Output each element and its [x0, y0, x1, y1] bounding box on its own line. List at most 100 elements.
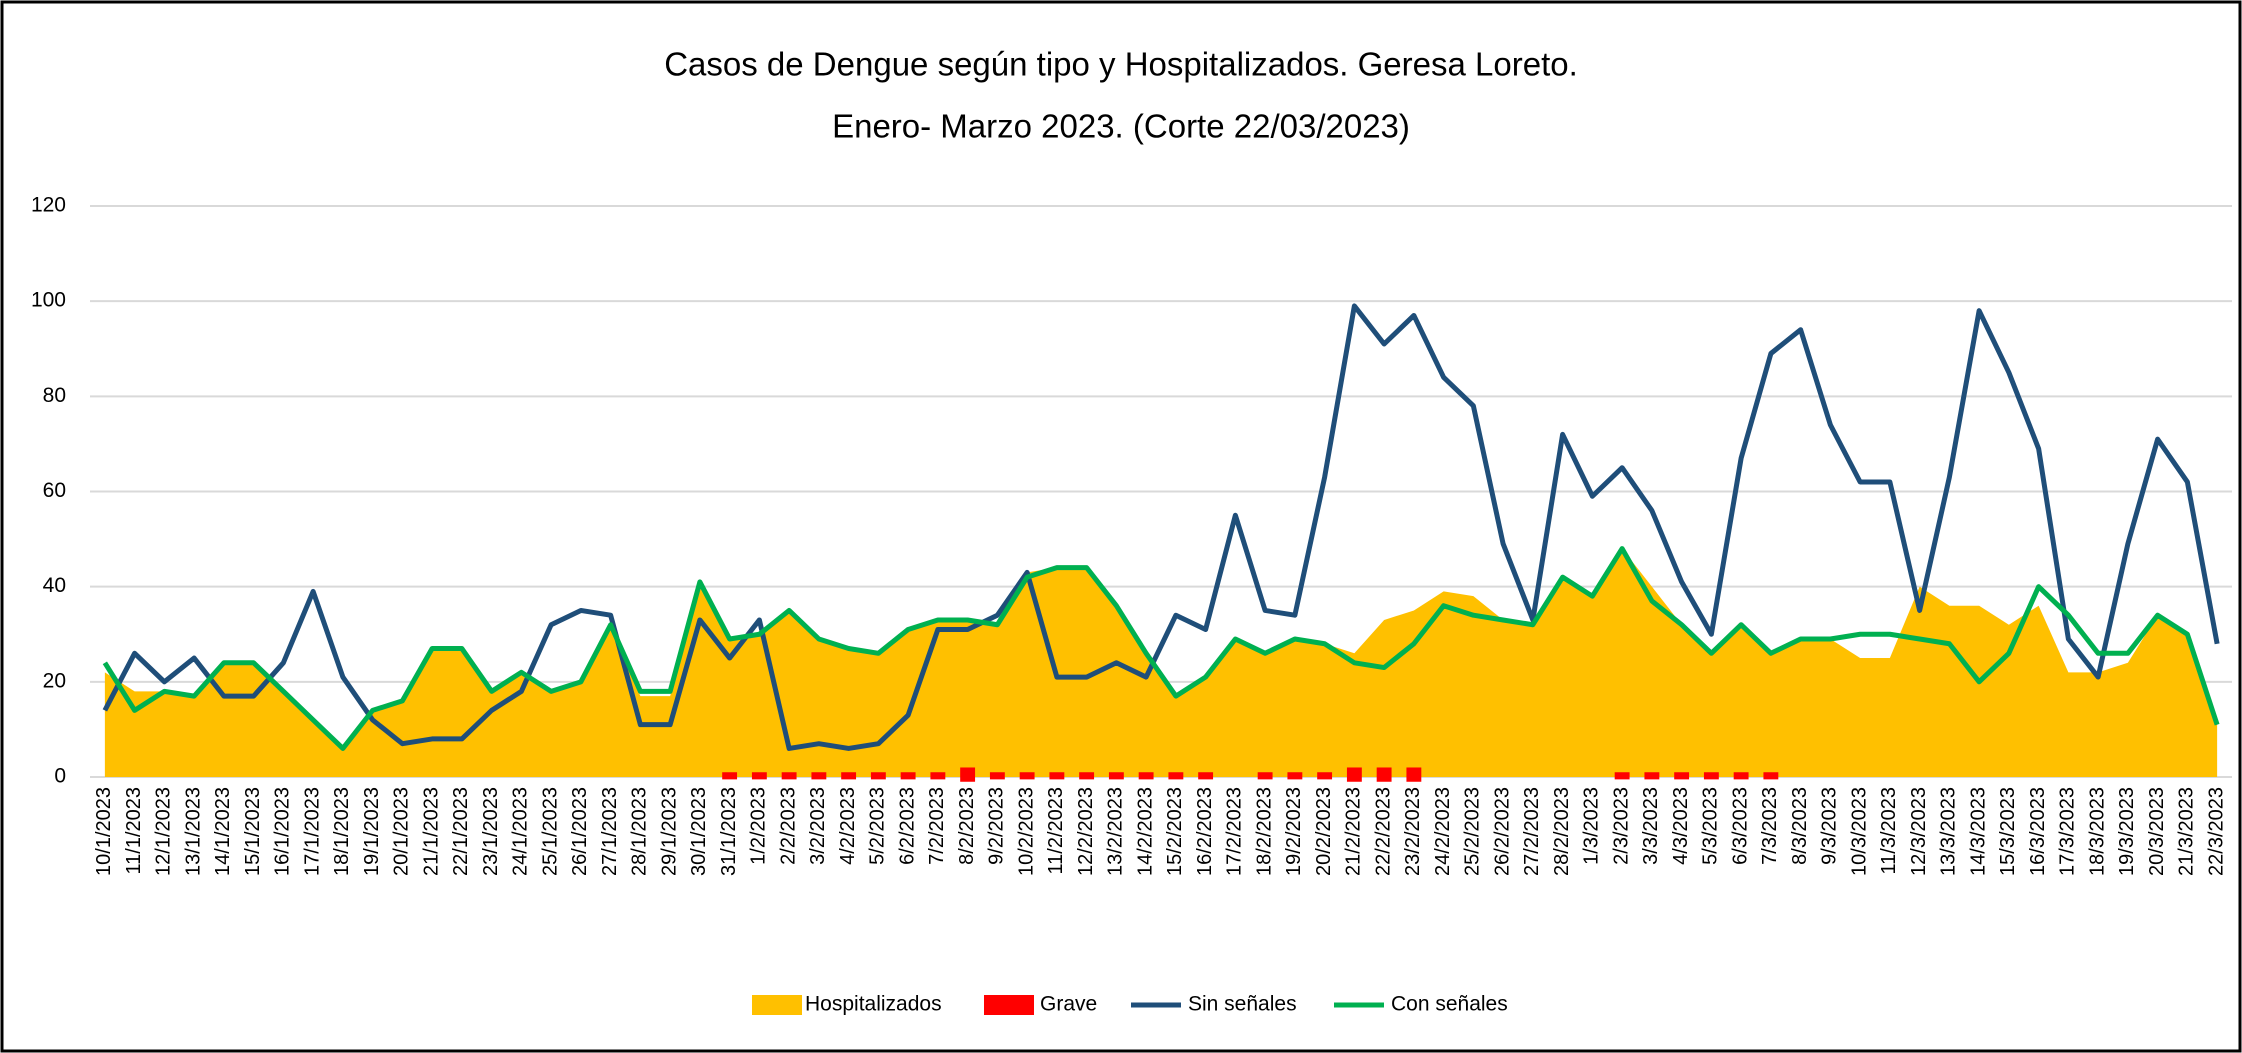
x-tick-label: 15/2/2023 [1164, 787, 1186, 876]
x-tick-label: 28/1/2023 [629, 787, 651, 876]
y-tick-label: 100 [31, 289, 66, 312]
bar [960, 767, 976, 782]
x-tick-label: 23/2/2023 [1402, 787, 1424, 876]
x-tick-label: 21/2/2023 [1343, 787, 1365, 876]
x-tick-label: 2/2/2023 [777, 787, 799, 865]
x-tick-label: 16/2/2023 [1194, 787, 1216, 876]
bar [1287, 772, 1303, 780]
x-tick-label: 19/3/2023 [2116, 787, 2138, 876]
x-tick-label: 12/3/2023 [1908, 787, 1930, 876]
x-tick-label: 10/3/2023 [1848, 787, 1870, 876]
x-tick-label: 20/3/2023 [2146, 787, 2168, 876]
x-tick-label: 1/2/2023 [748, 787, 770, 865]
bar [722, 772, 738, 780]
x-tick-label: 20/1/2023 [391, 787, 413, 876]
x-tick-label: 1/3/2023 [1581, 787, 1603, 865]
x-tick-label: 26/2/2023 [1491, 787, 1513, 876]
area [104, 548, 2218, 777]
bar [1733, 772, 1749, 780]
x-tick-label: 23/1/2023 [480, 787, 502, 876]
x-tick-label: 18/2/2023 [1253, 787, 1275, 876]
bar [1317, 772, 1333, 780]
x-tick-label: 15/1/2023 [242, 787, 264, 876]
x-tick-label: 3/3/2023 [1640, 787, 1662, 865]
x-tick-label: 13/2/2023 [1105, 787, 1127, 876]
x-tick-label: 19/2/2023 [1283, 787, 1305, 876]
legend-label: Grave [1040, 993, 1097, 1016]
y-tick-label: 60 [43, 479, 66, 502]
x-tick-label: 21/3/2023 [2176, 787, 2198, 876]
x-tick-label: 22/3/2023 [2205, 787, 2227, 876]
bar [1614, 772, 1630, 780]
x-tick-label: 20/2/2023 [1313, 787, 1335, 876]
bar [1079, 772, 1095, 780]
x-tick-label: 15/3/2023 [1997, 787, 2019, 876]
x-tick-label: 4/2/2023 [837, 787, 859, 865]
x-tick-label: 22/2/2023 [1372, 787, 1394, 876]
x-tick-label: 9/3/2023 [1819, 787, 1841, 865]
x-tick-label: 17/1/2023 [301, 787, 323, 876]
chart-title: Casos de Dengue según tipo y Hospitaliza… [664, 46, 1578, 83]
legend-label: Sin señales [1188, 993, 1297, 1016]
bar [811, 772, 827, 780]
x-tick-label: 24/2/2023 [1432, 787, 1454, 876]
x-tick-label: 8/3/2023 [1789, 787, 1811, 865]
x-tick-label: 13/1/2023 [182, 787, 204, 876]
legend-swatch [984, 995, 1034, 1015]
bar [1376, 767, 1392, 782]
bar [841, 772, 857, 780]
x-tick-label: 11/2/2023 [1045, 787, 1067, 875]
x-tick-label: 18/1/2023 [331, 787, 353, 876]
bar [989, 772, 1005, 780]
line [102, 303, 2220, 751]
legend-label: Con señales [1391, 993, 1508, 1016]
bar [1257, 772, 1273, 780]
x-tick-label: 26/1/2023 [569, 787, 591, 876]
bar [1138, 772, 1154, 780]
x-tick-label: 19/1/2023 [361, 787, 383, 876]
bar [1049, 772, 1065, 780]
line [102, 546, 2220, 751]
x-tick-label: 5/2/2023 [867, 787, 889, 865]
x-tick-label: 29/1/2023 [658, 787, 680, 876]
x-tick-label: 27/2/2023 [1521, 787, 1543, 876]
x-tick-label: 24/1/2023 [510, 787, 532, 876]
bar [1108, 772, 1124, 780]
x-tick-label: 17/2/2023 [1224, 787, 1246, 876]
x-tick-label: 6/3/2023 [1729, 787, 1751, 865]
x-tick-label: 6/2/2023 [896, 787, 918, 865]
bar [1198, 772, 1214, 780]
x-tick-label: 14/1/2023 [212, 787, 234, 876]
x-tick-label: 25/2/2023 [1462, 787, 1484, 876]
y-tick-label: 0 [54, 765, 66, 788]
bar [1644, 772, 1660, 780]
x-tick-label: 11/1/2023 [123, 787, 145, 875]
x-tick-label: 30/1/2023 [688, 787, 710, 876]
bar [930, 772, 946, 780]
y-tick-label: 120 [31, 194, 66, 217]
x-tick-label: 3/2/2023 [807, 787, 829, 865]
x-tick-label: 14/2/2023 [1134, 787, 1156, 876]
x-tick-label: 7/3/2023 [1759, 787, 1781, 865]
bar [1019, 772, 1035, 780]
x-tick-label: 13/3/2023 [1938, 787, 1960, 876]
x-tick-label: 31/1/2023 [718, 787, 740, 876]
bar [1346, 767, 1362, 782]
x-tick-label: 25/1/2023 [539, 787, 561, 876]
bar [1703, 772, 1719, 780]
chart-subtitle: Enero- Marzo 2023. (Corte 22/03/2023) [832, 108, 1410, 145]
legend-label: Hospitalizados [805, 993, 942, 1016]
x-tick-label: 22/1/2023 [450, 787, 472, 876]
x-tick-label: 8/2/2023 [956, 787, 978, 865]
y-tick-label: 40 [43, 574, 66, 597]
x-tick-label: 16/1/2023 [272, 787, 294, 876]
x-tick-label: 12/2/2023 [1075, 787, 1097, 876]
bar [1674, 772, 1690, 780]
x-tick-label: 17/3/2023 [2057, 787, 2079, 876]
x-tick-label: 21/1/2023 [420, 787, 442, 876]
x-tick-label: 28/2/2023 [1551, 787, 1573, 876]
x-tick-label: 16/3/2023 [2027, 787, 2049, 876]
